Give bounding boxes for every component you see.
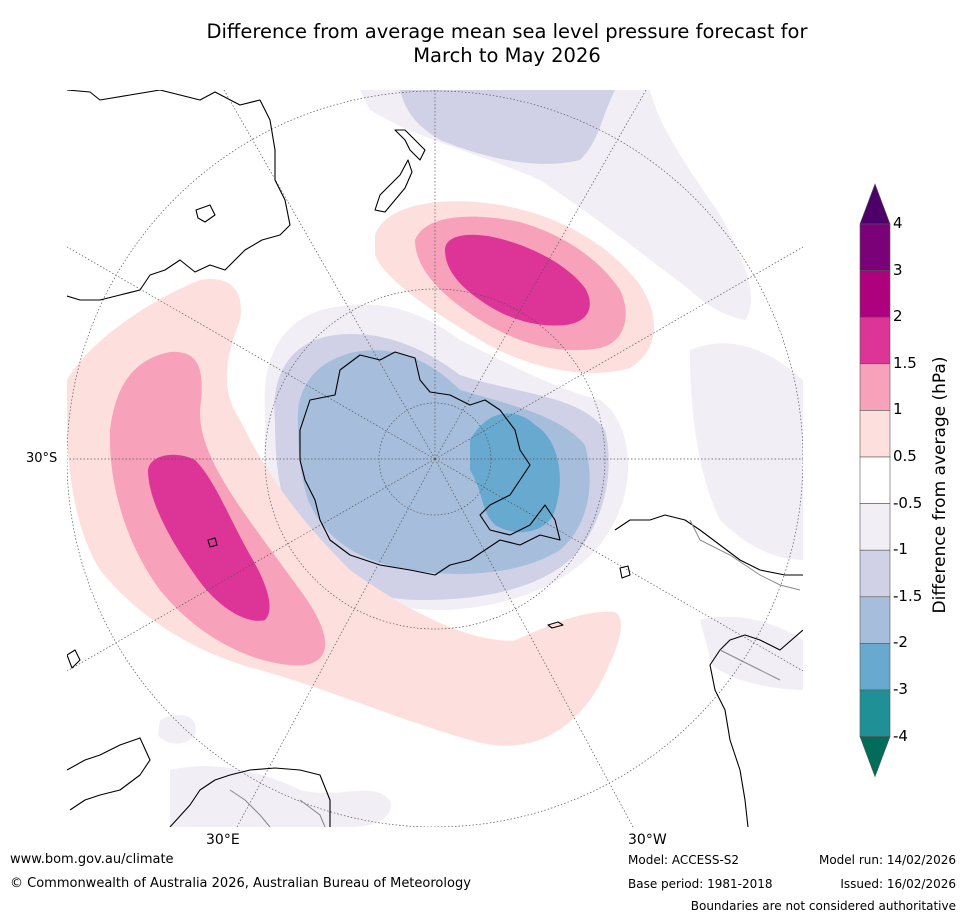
colorbar-tick-label: -4: [893, 726, 908, 745]
anomaly-region-pos-indian-core: [148, 454, 270, 621]
colorbar-tick-label: 4: [893, 214, 903, 232]
colorbar-bin: [859, 596, 891, 644]
colorbar-tick-label: -3: [893, 680, 908, 698]
footer-website: www.bom.gov.au/climate: [10, 852, 174, 867]
graticule-meridian-150e: [223, 90, 436, 460]
anomaly-region-neg-south: [170, 766, 391, 827]
colorbar: [859, 183, 891, 778]
coastline-falklands: [619, 565, 631, 579]
coastline-antarctica: [299, 351, 561, 576]
colorbar-tick-label: 0.5: [893, 447, 917, 465]
colorbar-title: Difference from average (hPa): [930, 356, 950, 614]
graticule-meridian-60e: [67, 458, 436, 672]
lon-label-30w: 30°W: [628, 832, 667, 848]
map-title-line1: Difference from average mean sea level p…: [206, 20, 808, 43]
map-plot-area: [67, 90, 803, 827]
graticule-meridian-150w: [434, 90, 647, 460]
colorbar-bin: [859, 689, 891, 737]
lon-label-30e: 30°E: [206, 832, 240, 848]
border-south-america: [689, 519, 801, 681]
coastline-australia: [67, 90, 291, 301]
colorbar-bin: [859, 223, 891, 271]
colorbar-tick-label: -1.5: [893, 586, 923, 605]
map-title: Difference from average mean sea level p…: [0, 20, 965, 68]
footer-model-run: Model run: 14/02/2026: [818, 853, 956, 867]
anomaly-region-neg-ne-core: [400, 90, 615, 164]
coastline-south-georgia: [547, 621, 564, 629]
anomaly-region-neg-southeast: [700, 616, 803, 690]
colorbar-extend-bottom: [859, 736, 891, 778]
colorbar-tick-label: -2: [893, 633, 908, 652]
colorbar-bin: [859, 549, 891, 598]
border-africa: [229, 789, 326, 827]
footer-base-period: Base period: 1981-2018: [628, 877, 773, 891]
footer-copyright: © Commonwealth of Australia 2026, Austra…: [10, 876, 471, 891]
colorbar-bin: [859, 643, 891, 691]
colorbar-bin: [859, 410, 891, 458]
graticule-meridian-120w: [434, 246, 803, 460]
footer-model: Model: ACCESS-S2: [628, 853, 740, 867]
colorbar-tick-label: -0.5: [893, 493, 923, 512]
colorbar-tick-label: -1: [893, 540, 908, 559]
coastline-south-america: [614, 514, 803, 827]
anomaly-region-pos-south-atlantic: [453, 611, 618, 744]
colorbar-bin: [859, 503, 891, 551]
coastline-tasmania: [195, 204, 216, 223]
colorbar-bin: [859, 316, 891, 365]
colorbar-bin: [859, 456, 891, 504]
anomaly-region-neg-east: [690, 343, 803, 560]
graticule-circle-50s: [264, 288, 606, 630]
colorbar-tick-label: 3: [893, 260, 903, 279]
colorbar-bin: [859, 270, 891, 318]
coastline-new-zealand-south: [374, 159, 413, 213]
map-title-line2: March to May 2026: [413, 44, 601, 67]
graticule-meridian-120e: [67, 246, 436, 460]
anomaly-region-neg-ne-band: [360, 90, 751, 320]
colorbar-extend-top: [859, 183, 891, 225]
colorbar-tick-label: 1: [893, 400, 903, 419]
colorbar-tick-label: 2: [893, 307, 903, 326]
coastline-new-zealand-north: [394, 129, 426, 161]
footer-disclaimer: Boundaries are not considered authoritat…: [690, 899, 956, 913]
coastlines: [67, 90, 803, 827]
lat-label-30s: 30°S: [26, 451, 58, 466]
coastline-africa: [67, 737, 331, 827]
coastline-kerguelen: [207, 537, 218, 548]
colorbar-tick-label: 1.5: [893, 353, 917, 372]
coastlines-secondary: [229, 519, 801, 827]
footer-issued: Issued: 16/02/2026: [840, 877, 956, 891]
colorbar-bin: [859, 363, 891, 411]
coastline-madagascar: [67, 649, 81, 669]
anomaly-region-neg-weddell: [470, 413, 560, 533]
anomaly-region-neg-southwest: [158, 715, 196, 744]
anomaly-region-pos-pacific-core: [445, 234, 590, 326]
